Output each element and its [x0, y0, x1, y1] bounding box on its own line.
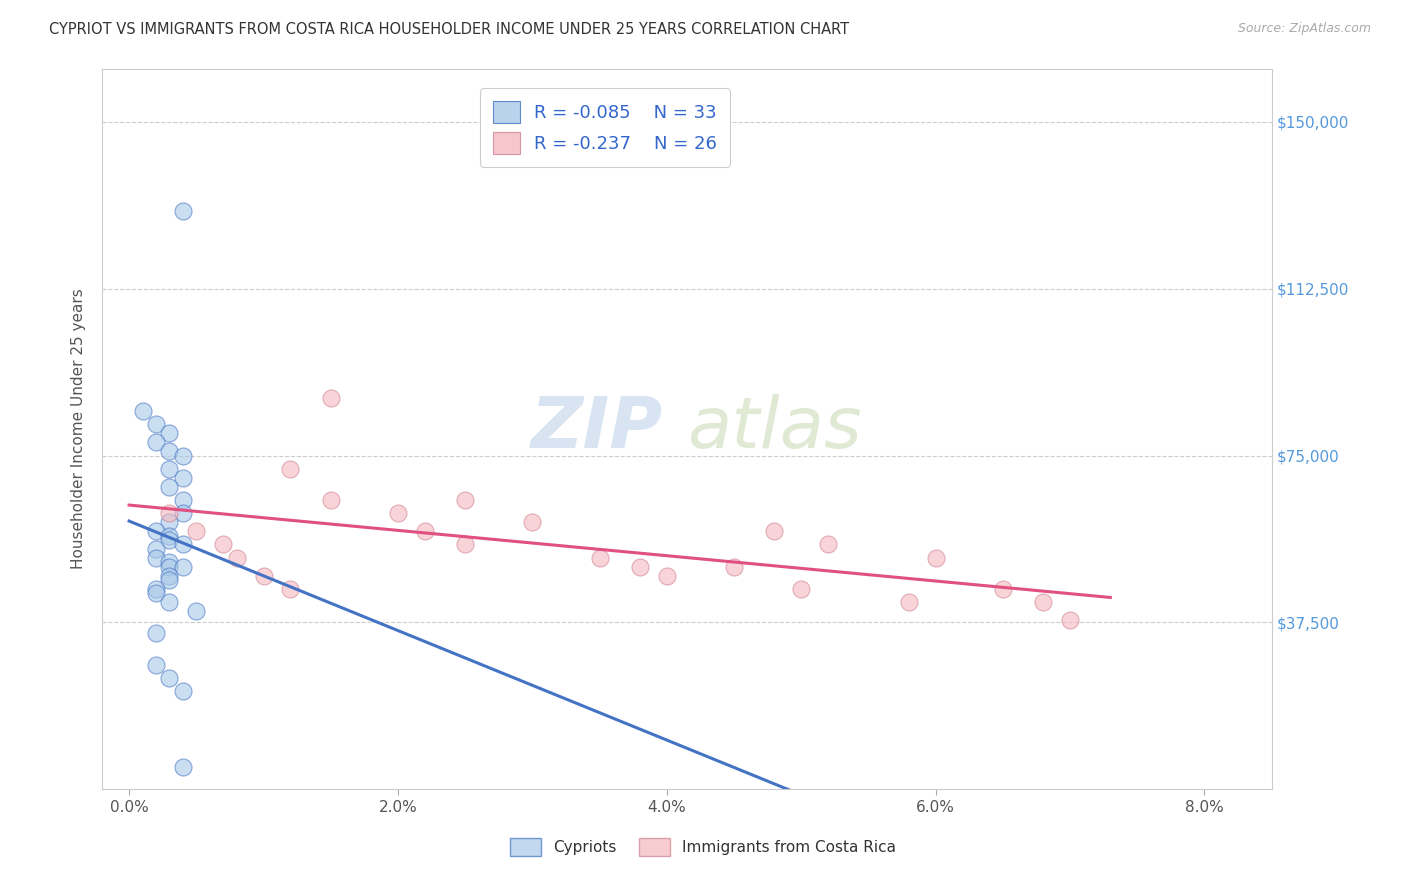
Point — [186, 604, 208, 618]
Point — [225, 550, 247, 565]
Point — [157, 507, 180, 521]
Point — [1059, 613, 1081, 627]
Point — [172, 493, 194, 508]
Point — [145, 582, 167, 596]
Point — [157, 595, 180, 609]
Point — [897, 595, 920, 609]
Point — [172, 537, 194, 551]
Point — [145, 550, 167, 565]
Point — [145, 541, 167, 556]
Point — [628, 559, 651, 574]
Point — [212, 537, 235, 551]
Point — [157, 671, 180, 685]
Point — [157, 480, 180, 494]
Point — [157, 444, 180, 458]
Point — [522, 515, 544, 529]
Point — [172, 760, 194, 774]
Point — [924, 550, 946, 565]
Point — [817, 537, 839, 551]
Point — [1032, 595, 1054, 609]
Y-axis label: Householder Income Under 25 years: Householder Income Under 25 years — [72, 288, 86, 569]
Point — [145, 417, 167, 432]
Point — [723, 559, 745, 574]
Point — [387, 507, 409, 521]
Point — [157, 528, 180, 542]
Point — [172, 684, 194, 698]
Point — [157, 568, 180, 582]
Point — [790, 582, 813, 596]
Point — [145, 524, 167, 538]
Point — [172, 449, 194, 463]
Point — [157, 533, 180, 547]
Point — [157, 462, 180, 476]
Text: ZIP: ZIP — [531, 394, 664, 463]
Point — [655, 568, 678, 582]
Point — [763, 524, 786, 538]
Point — [252, 568, 274, 582]
Point — [413, 524, 436, 538]
Point — [172, 471, 194, 485]
Point — [991, 582, 1014, 596]
Legend: Cypriots, Immigrants from Costa Rica: Cypriots, Immigrants from Costa Rica — [503, 832, 903, 862]
Point — [145, 657, 167, 672]
Point — [145, 626, 167, 640]
Point — [319, 391, 342, 405]
Point — [145, 435, 167, 450]
Text: atlas: atlas — [688, 394, 862, 463]
Point — [186, 524, 208, 538]
Point — [280, 582, 302, 596]
Point — [157, 559, 180, 574]
Point — [280, 462, 302, 476]
Point — [157, 515, 180, 529]
Point — [454, 493, 477, 508]
Point — [172, 507, 194, 521]
Point — [157, 573, 180, 587]
Legend: R = -0.085    N = 33, R = -0.237    N = 26: R = -0.085 N = 33, R = -0.237 N = 26 — [481, 88, 730, 167]
Point — [131, 404, 153, 418]
Point — [454, 537, 477, 551]
Point — [588, 550, 610, 565]
Text: Source: ZipAtlas.com: Source: ZipAtlas.com — [1237, 22, 1371, 36]
Point — [157, 426, 180, 441]
Point — [172, 559, 194, 574]
Text: CYPRIOT VS IMMIGRANTS FROM COSTA RICA HOUSEHOLDER INCOME UNDER 25 YEARS CORRELAT: CYPRIOT VS IMMIGRANTS FROM COSTA RICA HO… — [49, 22, 849, 37]
Point — [319, 493, 342, 508]
Point — [145, 586, 167, 600]
Point — [172, 203, 194, 218]
Point — [157, 555, 180, 569]
